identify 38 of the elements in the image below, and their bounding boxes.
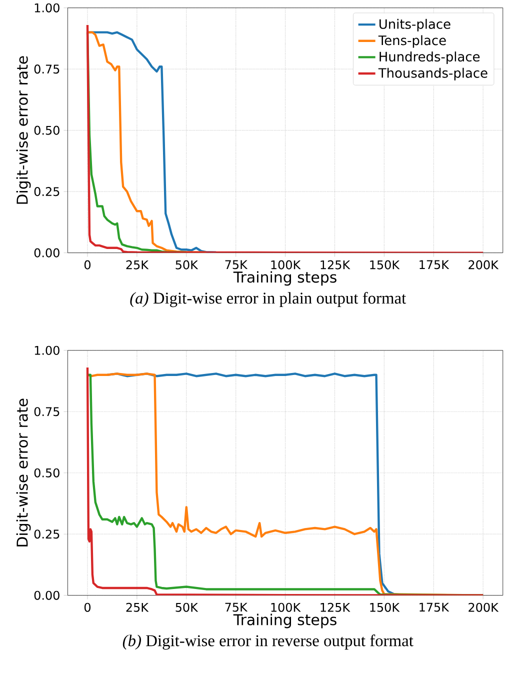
x-tick-label: 0 [84, 260, 91, 270]
y-tick-label: 1.00 [34, 346, 60, 355]
y-tick-label: 0.50 [34, 468, 60, 478]
legend-label: Units-place [380, 18, 450, 32]
x-tick-label: 100K [271, 602, 301, 612]
x-tick-label: 175K [420, 260, 450, 270]
y-tick-label: 0.00 [34, 248, 60, 258]
y-tick-label: 0.00 [34, 590, 60, 600]
x-tick-label: 200K [468, 602, 499, 612]
x-axis-title: Training steps [233, 614, 337, 628]
x-tick-label: 50K [176, 602, 198, 612]
x-tick-label: 75K [225, 602, 248, 612]
y-tick-label: 0.25 [34, 530, 60, 539]
x-tick-label: 175K [420, 602, 450, 612]
x-tick-label: 150K [370, 260, 400, 270]
x-tick-label: 125K [320, 260, 350, 270]
y-tick-label: 1.00 [34, 3, 60, 12]
y-axis-title: Digit-wise error rate [16, 56, 31, 204]
legend-label: Thousands-place [378, 68, 488, 80]
y-tick-label: 0.25 [34, 187, 60, 196]
x-tick-label: 75K [225, 260, 248, 270]
x-tick-label: 100K [271, 260, 301, 270]
x-tick-label: 200K [468, 260, 499, 270]
y-axis-title: Digit-wise error rate [16, 398, 31, 546]
text: (a) Digit-wise error in plain output format [130, 292, 406, 308]
y-tick-label: 0.75 [34, 64, 60, 74]
x-tick-label: 25K [126, 260, 149, 270]
x-axis-title: Training steps [233, 271, 337, 286]
x-tick-label: 0 [84, 602, 91, 612]
legend-label: Hundreds-place [380, 52, 480, 64]
y-tick-label: 0.75 [34, 407, 60, 416]
x-tick-label: 50K [176, 260, 198, 270]
y-tick-label: 0.50 [34, 126, 60, 135]
text: (b) Digit-wise error in reverse output format [123, 634, 414, 650]
x-tick-label: 25K [126, 602, 149, 612]
x-tick-label: 150K [370, 602, 400, 612]
x-tick-label: 125K [320, 602, 350, 612]
legend-label: Tens-place [378, 35, 446, 48]
